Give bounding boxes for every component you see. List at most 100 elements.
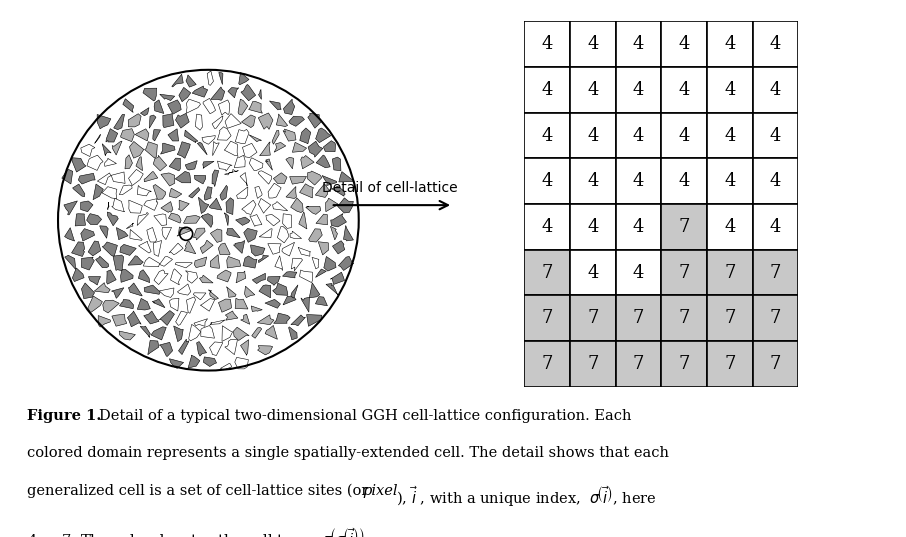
Polygon shape [203, 357, 217, 367]
Polygon shape [234, 327, 249, 340]
Polygon shape [326, 284, 338, 295]
Bar [525, 295, 570, 341]
Polygon shape [102, 187, 117, 199]
Polygon shape [144, 172, 158, 182]
Bar [661, 204, 707, 250]
Polygon shape [129, 114, 141, 127]
Polygon shape [318, 242, 329, 255]
Text: 4: 4 [770, 127, 781, 144]
Polygon shape [219, 72, 223, 84]
Polygon shape [169, 188, 182, 198]
Bar [707, 250, 753, 295]
Polygon shape [331, 214, 346, 227]
Polygon shape [138, 185, 151, 196]
Polygon shape [212, 170, 218, 187]
Text: 4: 4 [633, 172, 644, 190]
Polygon shape [64, 255, 76, 270]
Text: 4: 4 [587, 218, 599, 236]
Bar [707, 204, 753, 250]
Text: 7: 7 [724, 355, 736, 373]
Polygon shape [251, 245, 265, 256]
Polygon shape [276, 114, 287, 127]
Polygon shape [241, 84, 255, 101]
Bar [661, 250, 707, 295]
Polygon shape [315, 269, 326, 278]
Polygon shape [243, 143, 257, 157]
Polygon shape [249, 135, 262, 142]
Polygon shape [307, 171, 322, 185]
Polygon shape [159, 257, 172, 266]
Bar [661, 341, 707, 387]
Polygon shape [187, 99, 200, 113]
Polygon shape [289, 327, 297, 340]
Polygon shape [176, 113, 189, 128]
Polygon shape [207, 71, 214, 85]
Polygon shape [88, 296, 102, 313]
Polygon shape [113, 255, 124, 271]
Polygon shape [108, 202, 110, 210]
Polygon shape [308, 141, 323, 157]
Polygon shape [331, 226, 337, 240]
Bar [661, 295, 707, 341]
Text: pixel: pixel [362, 484, 398, 498]
Polygon shape [265, 214, 280, 226]
Text: 4: 4 [679, 81, 689, 99]
Polygon shape [162, 227, 171, 240]
Polygon shape [308, 113, 322, 128]
Text: 7: 7 [587, 355, 599, 373]
Polygon shape [144, 311, 159, 324]
Polygon shape [208, 290, 218, 300]
Polygon shape [81, 201, 93, 212]
Polygon shape [315, 296, 327, 306]
Polygon shape [72, 184, 85, 197]
Polygon shape [258, 113, 273, 129]
Polygon shape [217, 127, 231, 140]
Polygon shape [234, 241, 245, 253]
Polygon shape [291, 285, 298, 298]
Polygon shape [98, 316, 111, 327]
Polygon shape [283, 129, 296, 141]
Polygon shape [143, 257, 159, 267]
Polygon shape [222, 326, 233, 342]
Polygon shape [322, 176, 337, 186]
Polygon shape [265, 325, 277, 339]
Polygon shape [116, 228, 128, 240]
Polygon shape [274, 313, 290, 323]
Text: 7: 7 [770, 309, 781, 327]
Polygon shape [195, 175, 206, 184]
Polygon shape [210, 229, 222, 242]
Polygon shape [226, 198, 234, 214]
Polygon shape [293, 142, 306, 153]
Polygon shape [196, 114, 202, 130]
Polygon shape [128, 311, 141, 327]
Polygon shape [140, 107, 149, 115]
Polygon shape [268, 244, 281, 254]
Polygon shape [316, 155, 330, 168]
Polygon shape [269, 101, 281, 110]
Bar [616, 21, 661, 67]
Polygon shape [176, 311, 188, 325]
Polygon shape [218, 299, 232, 312]
Polygon shape [258, 89, 262, 99]
Polygon shape [139, 241, 151, 253]
Polygon shape [102, 144, 111, 156]
Bar [525, 158, 570, 204]
Polygon shape [64, 201, 77, 215]
Polygon shape [159, 94, 175, 100]
Polygon shape [236, 298, 248, 309]
Text: 4: 4 [587, 264, 599, 281]
Polygon shape [277, 226, 289, 243]
Polygon shape [291, 198, 304, 213]
Polygon shape [209, 198, 222, 210]
Bar [525, 250, 570, 295]
Polygon shape [89, 277, 101, 285]
Text: 7: 7 [770, 355, 781, 373]
Polygon shape [130, 141, 144, 158]
Polygon shape [258, 255, 269, 263]
Polygon shape [159, 343, 173, 357]
Polygon shape [242, 115, 255, 128]
Polygon shape [218, 243, 230, 255]
Polygon shape [292, 258, 303, 271]
Text: 4: 4 [542, 218, 553, 236]
Polygon shape [111, 172, 125, 184]
